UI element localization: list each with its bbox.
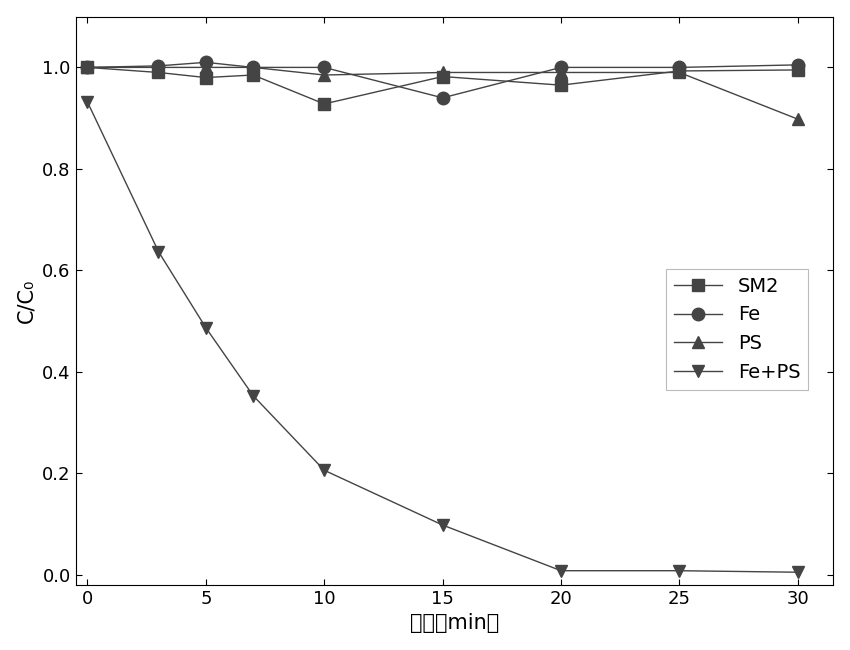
Fe+PS	[201, 324, 211, 332]
Fe+PS	[793, 568, 803, 576]
PS	[793, 115, 803, 123]
Fe+PS	[153, 248, 163, 255]
PS	[201, 64, 211, 72]
SM2	[248, 71, 258, 79]
SM2	[82, 64, 93, 72]
Fe	[438, 94, 448, 102]
Fe+PS	[438, 521, 448, 529]
X-axis label: 时间（min）: 时间（min）	[410, 614, 499, 633]
Fe	[201, 58, 211, 66]
PS	[438, 69, 448, 77]
PS	[153, 64, 163, 72]
Fe+PS	[82, 98, 93, 106]
Line: PS: PS	[81, 61, 804, 125]
Fe	[793, 61, 803, 69]
Line: Fe+PS: Fe+PS	[81, 96, 804, 578]
Fe	[556, 64, 566, 72]
SM2	[153, 69, 163, 77]
Legend: SM2, Fe, PS, Fe+PS: SM2, Fe, PS, Fe+PS	[666, 269, 808, 389]
Line: SM2: SM2	[81, 61, 804, 110]
SM2	[201, 73, 211, 81]
SM2	[556, 81, 566, 89]
PS	[248, 64, 258, 72]
Fe+PS	[248, 392, 258, 400]
Fe	[674, 64, 684, 72]
Fe	[153, 62, 163, 70]
Fe	[82, 64, 93, 72]
SM2	[793, 66, 803, 74]
Fe	[319, 64, 329, 72]
SM2	[319, 100, 329, 108]
Fe+PS	[674, 567, 684, 575]
PS	[556, 69, 566, 77]
PS	[674, 69, 684, 77]
Y-axis label: C/C₀: C/C₀	[17, 279, 37, 323]
PS	[82, 64, 93, 72]
Fe+PS	[556, 567, 566, 575]
Fe+PS	[319, 466, 329, 474]
SM2	[438, 73, 448, 81]
PS	[319, 71, 329, 79]
SM2	[674, 67, 684, 75]
Fe	[248, 64, 258, 72]
Line: Fe: Fe	[81, 56, 804, 104]
